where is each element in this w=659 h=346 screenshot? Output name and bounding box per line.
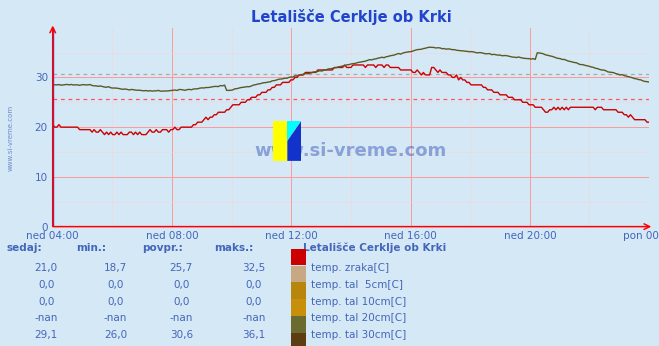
Text: 26,0: 26,0 [103,330,127,340]
Text: 0,0: 0,0 [38,297,54,307]
FancyBboxPatch shape [291,299,306,316]
Text: Letališče Cerklje ob Krki: Letališče Cerklje ob Krki [303,243,446,253]
Text: temp. tal 10cm[C]: temp. tal 10cm[C] [311,297,407,307]
Text: 21,0: 21,0 [34,263,58,273]
Text: temp. zraka[C]: temp. zraka[C] [311,263,389,273]
Text: povpr.:: povpr.: [142,243,183,253]
Text: -nan: -nan [34,313,58,324]
Text: min.:: min.: [76,243,106,253]
Text: temp. tal  5cm[C]: temp. tal 5cm[C] [311,280,403,290]
Polygon shape [287,121,301,141]
Text: www.si-vreme.com: www.si-vreme.com [255,142,447,160]
Text: 18,7: 18,7 [103,263,127,273]
Text: 29,1: 29,1 [34,330,58,340]
Text: 32,5: 32,5 [242,263,266,273]
Text: temp. tal 20cm[C]: temp. tal 20cm[C] [311,313,407,324]
FancyBboxPatch shape [291,282,306,299]
Text: 0,0: 0,0 [246,280,262,290]
FancyBboxPatch shape [291,333,306,346]
FancyBboxPatch shape [291,249,306,265]
Text: sedaj:: sedaj: [7,243,42,253]
Title: Letališče Cerklje ob Krki: Letališče Cerklje ob Krki [250,9,451,25]
Text: 0,0: 0,0 [38,280,54,290]
Text: 0,0: 0,0 [107,297,123,307]
FancyBboxPatch shape [291,266,306,282]
Text: -nan: -nan [169,313,193,324]
Text: temp. tal 30cm[C]: temp. tal 30cm[C] [311,330,407,340]
Text: 0,0: 0,0 [107,280,123,290]
Text: 0,0: 0,0 [173,297,189,307]
Text: -nan: -nan [103,313,127,324]
FancyBboxPatch shape [291,316,306,333]
Text: -nan: -nan [242,313,266,324]
Text: 36,1: 36,1 [242,330,266,340]
Text: 0,0: 0,0 [173,280,189,290]
Text: 30,6: 30,6 [169,330,193,340]
Polygon shape [273,121,287,161]
Text: www.si-vreme.com: www.si-vreme.com [8,105,14,172]
Text: maks.:: maks.: [214,243,254,253]
Text: 0,0: 0,0 [246,297,262,307]
Text: 25,7: 25,7 [169,263,193,273]
Polygon shape [287,121,301,161]
